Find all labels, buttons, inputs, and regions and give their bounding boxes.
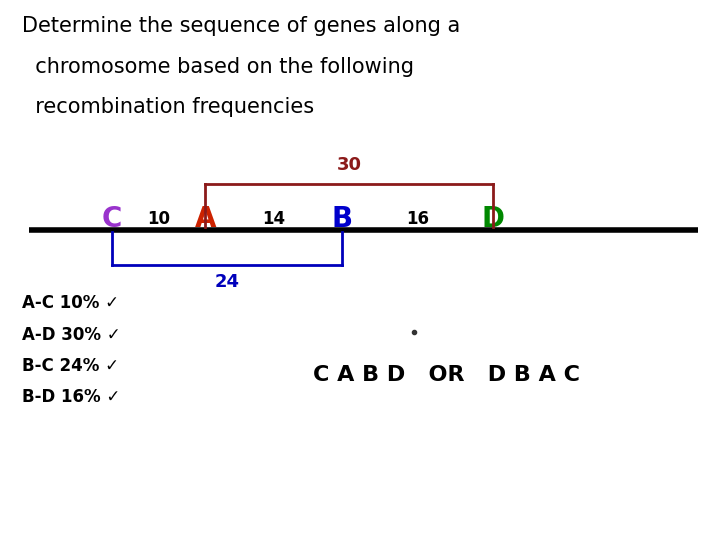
Text: B-D 16% ✓: B-D 16% ✓ [22, 388, 120, 406]
Text: 10: 10 [147, 210, 170, 228]
Text: A-C 10% ✓: A-C 10% ✓ [22, 294, 119, 312]
Text: A-D 30% ✓: A-D 30% ✓ [22, 326, 120, 343]
Text: Determine the sequence of genes along a: Determine the sequence of genes along a [22, 16, 460, 36]
Text: 14: 14 [262, 210, 285, 228]
Text: 16: 16 [406, 210, 429, 228]
Text: A: A [194, 205, 216, 233]
Text: D: D [482, 205, 505, 233]
Text: C: C [102, 205, 122, 233]
Text: recombination frequencies: recombination frequencies [22, 97, 314, 117]
Text: C A B D   OR   D B A C: C A B D OR D B A C [313, 365, 580, 386]
Text: 30: 30 [337, 156, 361, 174]
Text: 24: 24 [215, 273, 239, 291]
Text: chromosome based on the following: chromosome based on the following [22, 57, 413, 77]
Text: B-C 24% ✓: B-C 24% ✓ [22, 357, 119, 375]
Text: B: B [331, 205, 353, 233]
